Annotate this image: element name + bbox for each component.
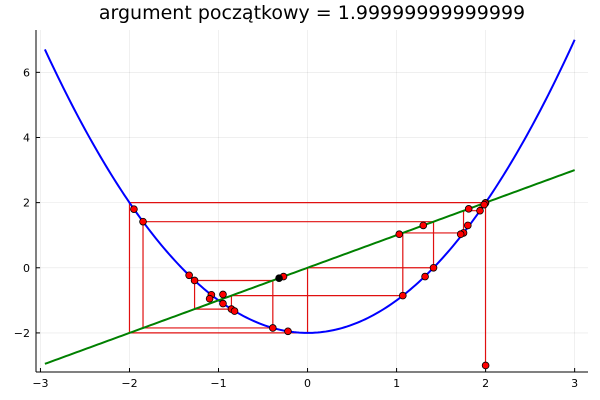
iterate-point-21 bbox=[219, 299, 227, 308]
iterate-point-3 bbox=[480, 200, 488, 209]
fixed-point-0 bbox=[275, 274, 283, 282]
x-tick-label-6: 3 bbox=[571, 377, 578, 390]
iterate-point-19 bbox=[429, 263, 438, 272]
iterate-point-4 bbox=[476, 206, 484, 215]
y-tick-label-0: −2 bbox=[14, 327, 30, 340]
y-tick-label-1: 0 bbox=[23, 262, 30, 275]
tick-labels: −3 −2 −1 0 1 2 3 −2 0 2 4 6 bbox=[14, 66, 578, 390]
x-tick-label-3: 0 bbox=[304, 377, 311, 390]
y-tick-label-4: 6 bbox=[23, 66, 30, 79]
series-layer bbox=[43, 39, 576, 370]
iterate-point-15 bbox=[185, 271, 193, 280]
iterate-point-22 bbox=[205, 294, 214, 303]
iterate-point-8 bbox=[399, 291, 407, 300]
iterate-point-20 bbox=[464, 221, 472, 230]
iterate-point-10 bbox=[284, 327, 292, 336]
y-tick-label-3: 4 bbox=[23, 131, 30, 144]
y-tick-label-2: 2 bbox=[23, 197, 30, 210]
iterate-point-14 bbox=[190, 276, 199, 285]
iterate-point-17 bbox=[139, 217, 147, 226]
iterate-point-0 bbox=[481, 361, 490, 370]
iterate-point-5 bbox=[464, 205, 473, 213]
x-tick-label-4: 1 bbox=[393, 377, 400, 390]
chart-title: argument początkowy = 1.99999999999999 bbox=[99, 2, 525, 24]
x-tick-label-0: −3 bbox=[32, 377, 48, 390]
iterate-point-16 bbox=[269, 324, 277, 332]
axes bbox=[35, 30, 588, 373]
iterate-point-7 bbox=[419, 221, 428, 230]
iterate-point-9 bbox=[395, 230, 404, 239]
x-tick-label-5: 2 bbox=[482, 377, 489, 390]
iterate-point-18 bbox=[130, 205, 138, 213]
iterate-point-25 bbox=[421, 272, 429, 281]
x-tick-label-2: −1 bbox=[210, 377, 226, 390]
x-tick-label-1: −2 bbox=[121, 377, 137, 390]
iterate-point-23 bbox=[219, 290, 227, 299]
iterate-point-24 bbox=[230, 307, 239, 315]
iterate-point-26 bbox=[456, 230, 465, 239]
